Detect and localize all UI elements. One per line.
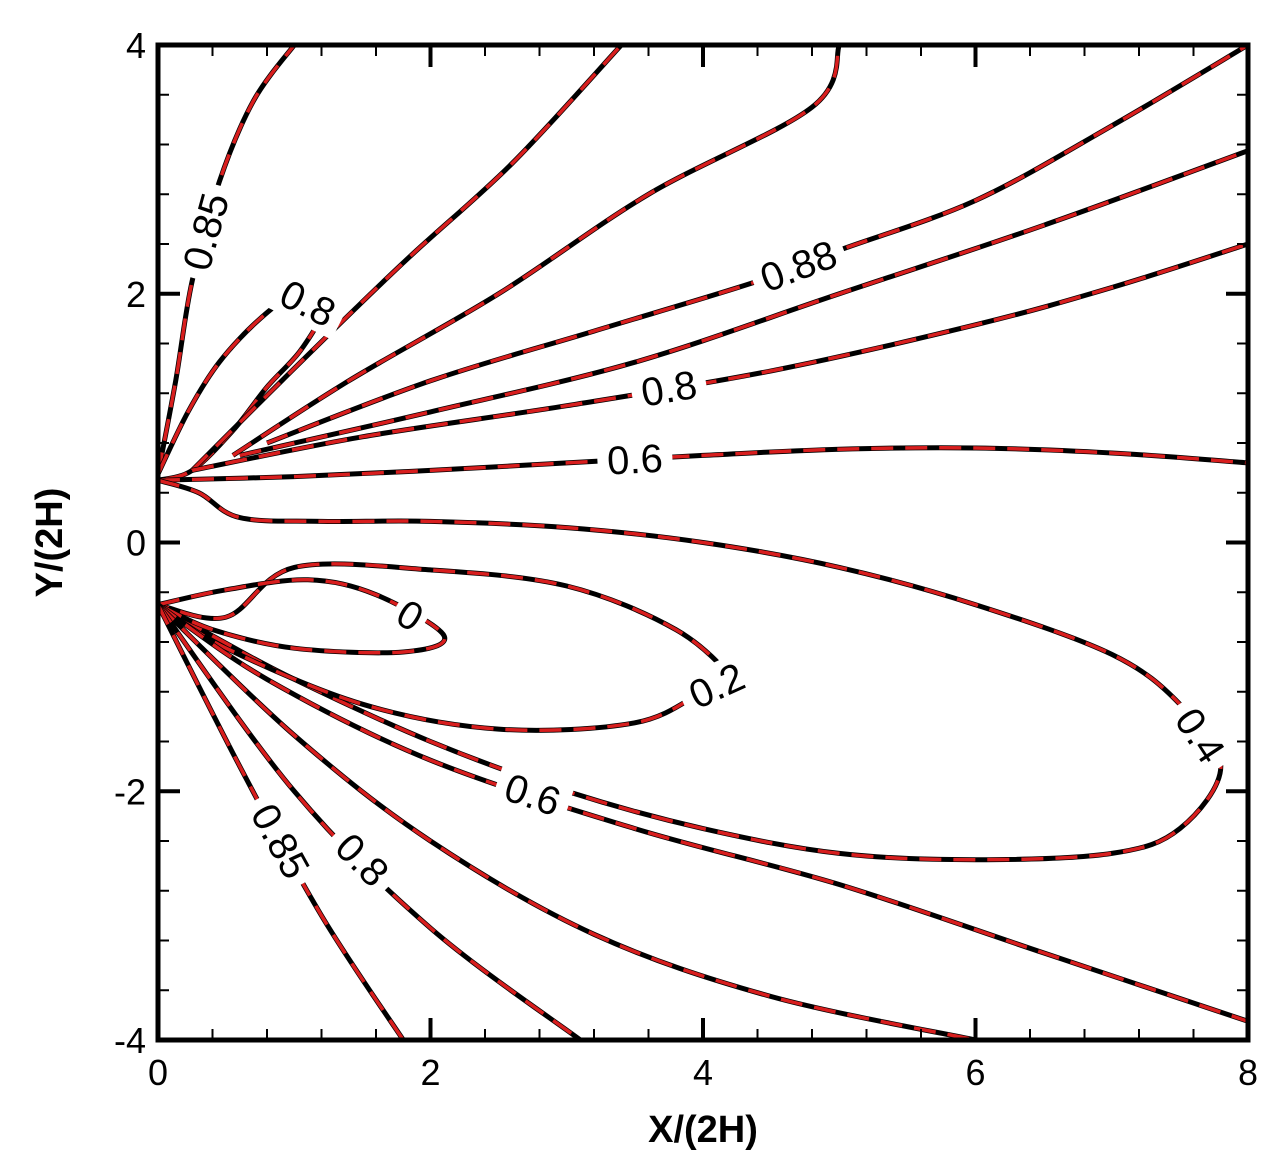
contour-line-dashed	[239, 149, 1248, 458]
contour-label-bg	[320, 817, 405, 902]
contour-line-dashed	[190, 45, 623, 472]
contour-line-dashed	[158, 603, 1248, 1023]
contour-label-bg	[384, 587, 436, 643]
contour-label-group: 0.6	[490, 761, 576, 828]
y-tick-label: -4	[114, 1020, 146, 1061]
x-tick-label: 6	[965, 1052, 985, 1093]
contour-label: 0.6	[606, 437, 664, 484]
y-axis-label: Y/(2H)	[29, 488, 71, 598]
y-tick-label: 4	[126, 25, 146, 66]
contour-line-dashed	[158, 446, 1248, 483]
contour-lines	[158, 45, 1248, 1040]
contour-label-bg	[264, 266, 352, 340]
axis-ticks: 0 2 4 6 8 -4 -2 0 2 4	[114, 25, 1258, 1093]
contour-label-bg	[1161, 691, 1240, 779]
x-tick-label: 2	[420, 1052, 440, 1093]
contour-line-dashed	[266, 45, 1248, 445]
contour-line-solid	[239, 148, 1248, 458]
x-tick-label: 4	[693, 1052, 713, 1093]
contour-label: 0.85	[175, 189, 238, 276]
contour-line-dashed	[158, 478, 1223, 862]
contour-line-solid	[266, 45, 1248, 446]
y-tick-label: 0	[126, 523, 146, 564]
contour-line-solid	[158, 477, 1224, 863]
contour-line-dashed	[231, 45, 841, 457]
contour-label-group: 0	[384, 587, 436, 643]
contour-label-bg	[628, 360, 710, 417]
contour-label-group: 0.8	[628, 360, 710, 417]
y-tick-label: 2	[126, 274, 146, 315]
contour-label-bg	[171, 179, 240, 284]
contour-line-dashed	[191, 242, 1248, 473]
contour-label-bg	[673, 649, 760, 722]
x-tick-label: 8	[1238, 1052, 1258, 1093]
contour-label-group: 0.85	[238, 788, 323, 894]
contour-line-solid	[191, 241, 1248, 473]
contour-label-bg	[596, 435, 674, 484]
contour-label-bg	[238, 788, 323, 894]
contour-label-group: 0.6	[596, 435, 674, 484]
contour-label-group: 0.85	[171, 179, 240, 284]
x-axis-label: X/(2H)	[648, 1109, 758, 1151]
y-tick-label: -2	[114, 771, 146, 812]
contour-line-dashed	[158, 578, 447, 655]
contour-label: 0.88	[755, 232, 843, 301]
contour-label: 0.8	[638, 363, 700, 416]
x-tick-label: 0	[148, 1052, 168, 1093]
contour-line-dashed	[158, 603, 976, 1040]
contour-line-dashed	[158, 603, 405, 1040]
contour-label-group: 0.4	[1161, 691, 1240, 779]
contour-label-bg	[745, 228, 852, 304]
contour-label-group: 0.8	[264, 266, 352, 340]
contour-line-solid	[231, 45, 842, 458]
contour-label-bg	[490, 761, 576, 828]
contour-line-solid	[158, 602, 1248, 1024]
